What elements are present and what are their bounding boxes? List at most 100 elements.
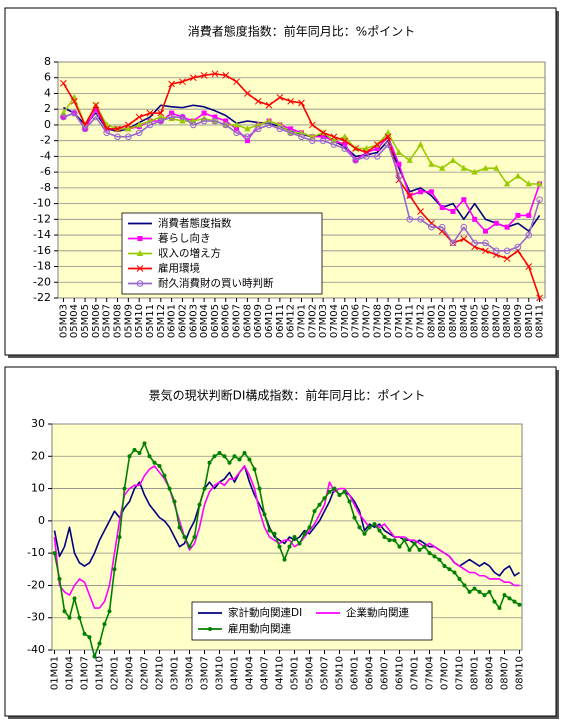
x-tick-label: 02M01 [110, 656, 121, 690]
marker [200, 117, 208, 125]
x-tick-label: 07M09 [383, 304, 394, 338]
marker [417, 216, 424, 223]
marker [514, 172, 522, 179]
x-tick-label: 08M03 [448, 304, 459, 338]
legend [191, 601, 433, 641]
marker [504, 224, 510, 230]
marker [217, 451, 222, 456]
marker [227, 460, 232, 465]
marker [223, 118, 229, 124]
marker [412, 541, 417, 546]
y-tick-label: 2 [44, 102, 51, 115]
marker [60, 79, 67, 87]
marker [234, 126, 240, 132]
y-tick-label: 0 [44, 118, 51, 131]
x-tick-label: 07M03 [318, 304, 329, 338]
marker [387, 538, 392, 543]
marker [282, 557, 287, 562]
marker [525, 231, 533, 239]
marker [292, 535, 297, 539]
marker [265, 121, 273, 129]
marker [135, 129, 143, 137]
marker [437, 557, 442, 562]
y-tick-label: -18 [33, 260, 51, 273]
marker [67, 615, 72, 620]
x-tick-label: 06M12 [286, 304, 297, 338]
x-tick-label: 07M08 [372, 304, 383, 338]
marker [442, 564, 447, 569]
marker [254, 125, 262, 133]
marker [428, 223, 435, 231]
marker [146, 117, 154, 124]
x-tick-label: 06M05 [210, 304, 221, 338]
x-tick-label: 05M03 [58, 304, 69, 338]
marker [179, 113, 186, 121]
x-tick-label: 06M04 [365, 656, 376, 690]
x-tick-label: 08M04 [485, 656, 496, 690]
x-tick-label: 05M11 [145, 304, 156, 338]
y-tick-label: -40 [27, 643, 45, 656]
marker [179, 117, 186, 124]
marker [467, 589, 472, 594]
marker [146, 109, 154, 117]
marker [402, 538, 407, 543]
marker [471, 168, 478, 175]
x-tick-label: 06M02 [177, 304, 188, 338]
marker [503, 247, 511, 255]
marker [526, 212, 532, 218]
marker [525, 180, 532, 187]
legend-label: 暮らし向き [158, 232, 211, 245]
marker [472, 586, 477, 591]
marker [142, 441, 147, 446]
marker [114, 125, 121, 133]
marker [135, 121, 143, 128]
marker [136, 265, 144, 272]
marker [136, 280, 144, 287]
marker [201, 110, 207, 116]
x-tick-label: 05M05 [80, 304, 91, 338]
x-tick-label: 04M10 [275, 656, 286, 690]
marker [112, 567, 117, 572]
x-tick-label: 07M05 [340, 304, 351, 338]
marker [122, 486, 127, 491]
marker [212, 114, 218, 120]
x-tick-label: 07M10 [455, 656, 466, 690]
legend-label: 耐久消費財の買い時判断 [158, 277, 274, 290]
marker [472, 216, 478, 222]
x-tick-label: 06M06 [221, 304, 232, 338]
marker [132, 447, 137, 452]
marker [312, 509, 317, 514]
marker [417, 547, 422, 552]
marker [341, 145, 349, 152]
marker [222, 72, 230, 79]
marker [152, 460, 157, 465]
marker [462, 583, 467, 588]
marker [137, 236, 143, 241]
marker [363, 145, 370, 152]
marker [428, 189, 434, 195]
marker [460, 235, 468, 243]
marker [233, 129, 240, 137]
marker [202, 486, 207, 491]
marker [207, 460, 212, 465]
marker [302, 531, 307, 536]
marker [514, 243, 522, 251]
marker [197, 502, 202, 507]
marker [471, 239, 478, 247]
marker [330, 137, 338, 144]
marker [363, 153, 370, 160]
marker [482, 239, 489, 247]
x-tick-label: 05M12 [156, 304, 167, 338]
x-tick-label: 06M08 [242, 304, 253, 338]
x-tick-label: 05M01 [290, 656, 301, 690]
y-tick-label: -14 [33, 228, 51, 241]
marker [168, 113, 175, 121]
chart-title: 消費者態度指数：前年同月比：%ポイント [188, 24, 415, 39]
marker [512, 599, 517, 604]
marker [487, 589, 492, 594]
marker [137, 451, 142, 456]
y-tick-label: 6 [44, 71, 51, 84]
x-tick-label: 07M01 [297, 304, 308, 338]
marker [298, 133, 305, 141]
